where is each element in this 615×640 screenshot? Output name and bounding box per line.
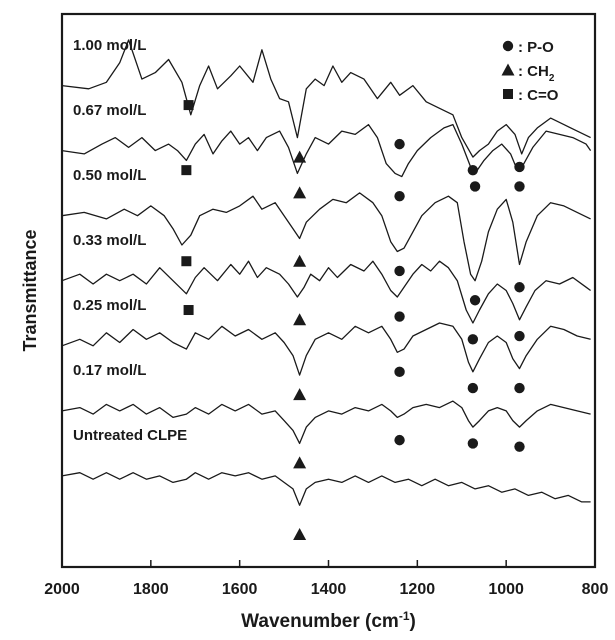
series-line-6 [61, 472, 591, 506]
square-marker [181, 256, 192, 267]
circle-marker [394, 190, 405, 202]
circle-marker [514, 382, 525, 394]
legend-triangle-icon [501, 63, 515, 76]
legend-label-text: : P-O [518, 39, 554, 56]
triangle-marker [293, 254, 307, 267]
legend-label-0: : P-O [518, 39, 554, 56]
legend-label-1: : CH2 [518, 63, 555, 84]
series-label: 1.00 mol/L [73, 37, 146, 54]
x-tick-label: 2000 [44, 581, 80, 598]
x-axis-label: Wavenumber (cm-1) [241, 609, 416, 632]
triangle-marker [293, 186, 307, 199]
circle-marker [394, 138, 405, 150]
square-marker [183, 305, 194, 316]
legend-square-icon [503, 89, 513, 99]
legend-label-2: : C=O [518, 87, 559, 104]
square-marker [181, 165, 192, 176]
legend-circle-icon [502, 40, 514, 52]
x-tick-label: 1600 [222, 581, 258, 598]
series-label: 0.25 mol/L [73, 297, 146, 314]
circle-marker [469, 295, 481, 306]
circle-marker [394, 265, 405, 277]
series-line-4 [61, 322, 591, 376]
series-label: 0.50 mol/L [73, 167, 146, 184]
legend-label-subscript: 2 [549, 73, 555, 84]
series-label: 0.17 mol/L [73, 362, 146, 379]
circle-marker [394, 366, 405, 378]
series-label: 0.33 mol/L [73, 232, 146, 249]
circle-marker [467, 382, 479, 394]
triangle-marker [293, 388, 307, 401]
series-line-5 [61, 400, 591, 445]
circle-marker [514, 161, 525, 173]
x-tick-label: 800 [582, 581, 609, 598]
x-tick-label: 1000 [488, 581, 524, 598]
circle-marker [514, 330, 525, 342]
x-axis-label-end: ) [410, 611, 416, 632]
circle-marker [514, 282, 525, 293]
series-label: Untreated CLPE [73, 427, 187, 444]
y-axis-label: Transmittance [20, 229, 40, 351]
circle-marker [467, 164, 479, 176]
series-line-2 [61, 192, 591, 282]
series-line-0 [61, 39, 591, 158]
circle-marker [467, 334, 479, 345]
triangle-marker [293, 527, 307, 540]
triangle-marker [293, 150, 307, 163]
x-axis-label-superscript: -1 [399, 609, 410, 623]
circle-marker [514, 441, 525, 452]
circle-marker [394, 311, 405, 322]
legend-label-text: : C=O [518, 87, 559, 104]
x-tick-label: 1800 [133, 581, 169, 598]
plot-frame [60, 12, 597, 569]
series-line-1 [61, 123, 592, 178]
series-line-3 [61, 260, 591, 324]
square-marker [183, 100, 194, 111]
triangle-marker [293, 456, 307, 469]
x-tick-label: 1200 [400, 581, 436, 598]
legend-label-text: : CH [518, 63, 549, 80]
circle-marker [394, 434, 405, 446]
triangle-marker [293, 313, 307, 326]
series-label: 0.67 mol/L [73, 102, 146, 119]
circle-marker [467, 438, 479, 449]
circle-marker [469, 181, 481, 192]
x-tick-label: 1400 [311, 581, 347, 598]
circle-marker [514, 181, 525, 192]
x-axis-label-main: Wavenumber (cm [241, 611, 399, 632]
